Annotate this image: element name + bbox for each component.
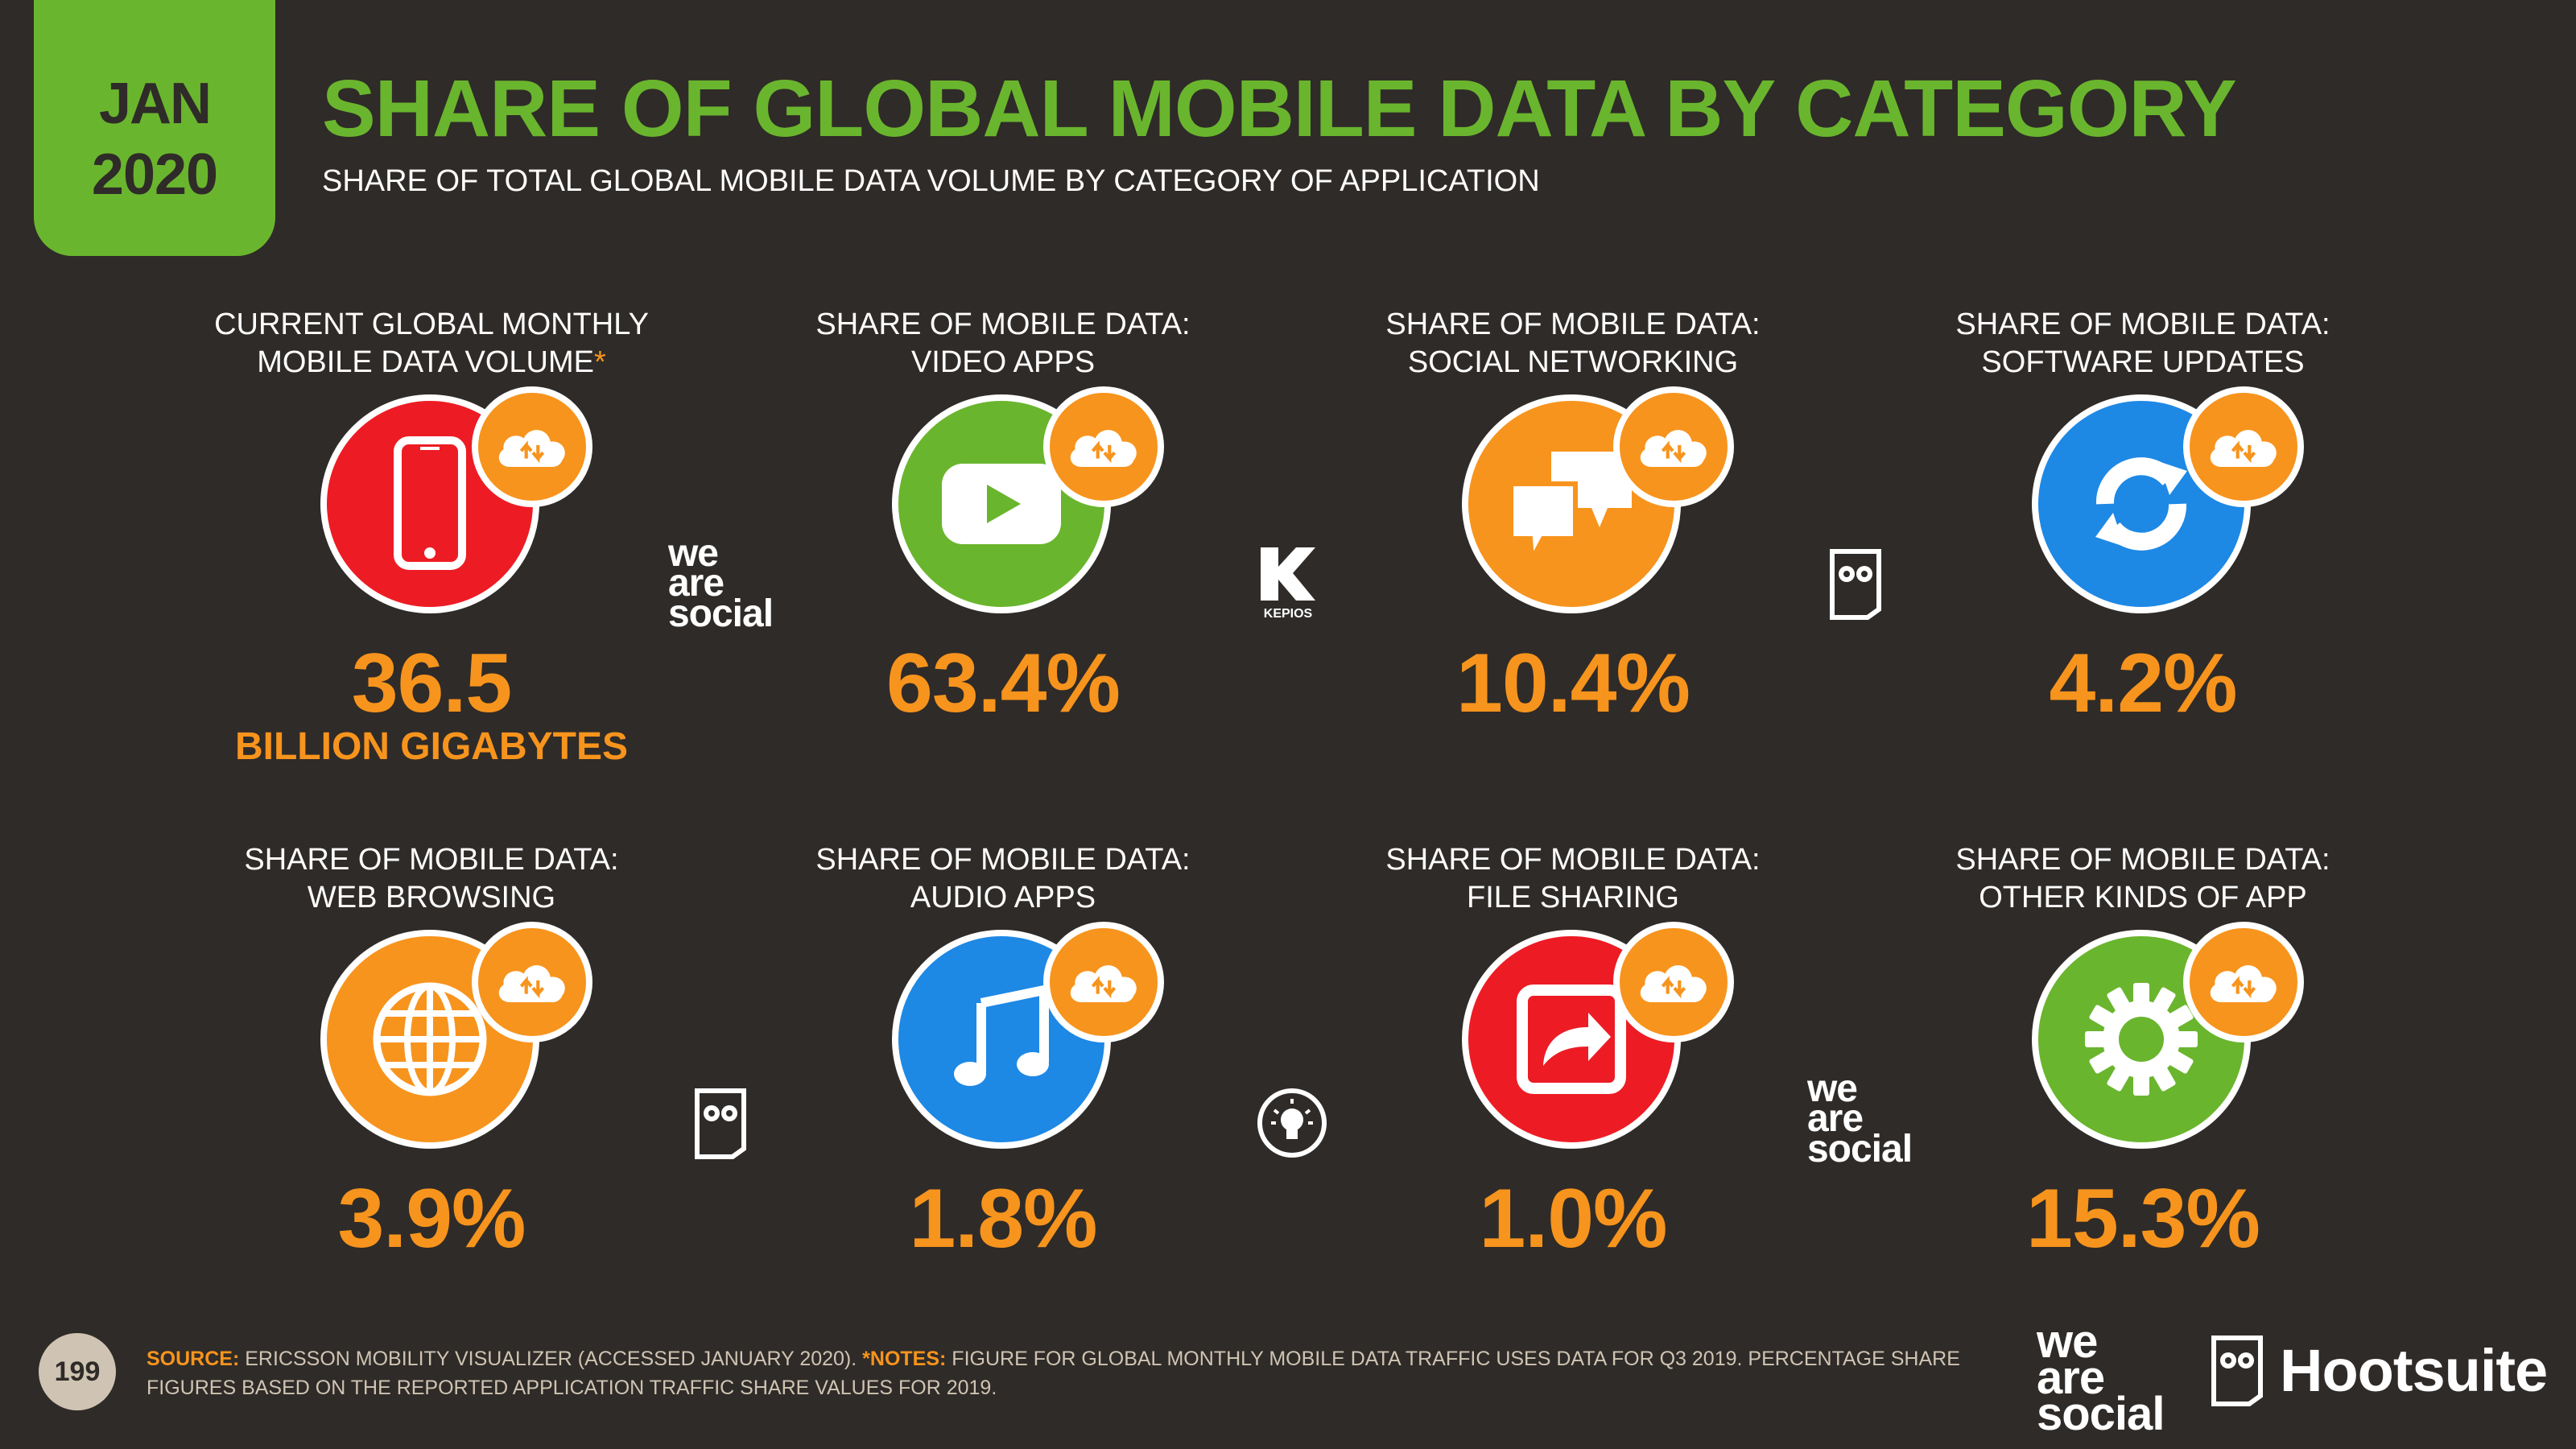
owl-icon [2211, 1335, 2263, 1406]
stat-label: SHARE OF MOBILE DATA: VIDEO APPS [815, 308, 1191, 379]
hootsuite-brand-logo: Hootsuite [2206, 1331, 2548, 1409]
we-are-social-logo-2: we are social [1806, 1067, 1913, 1170]
stat-unit: BILLION GIGABYTES [234, 725, 628, 768]
footer: 199 SOURCE: ERICSSON MOBILITY VISUALIZER… [0, 1288, 2576, 1449]
stat-value: 1.8% [909, 1172, 1097, 1265]
hootsuite-owl-logo [1823, 539, 1888, 628]
kepios-label: KEPIOS [1263, 607, 1313, 621]
stat-value: 4.2% [2049, 637, 2237, 730]
page-subtitle: SHARE OF TOTAL GLOBAL MOBILE DATA VOLUME… [322, 164, 1540, 198]
cloud-data-icon [1043, 386, 1164, 507]
stat-value: 63.4% [886, 637, 1121, 730]
we-are-social-logo: we are social [667, 531, 774, 635]
stat-value: 15.3% [2026, 1172, 2260, 1265]
stat-value: 36.5 [351, 637, 512, 730]
source-text: ERICSSON MOBILITY VISUALIZER (ACCESSED J… [245, 1348, 857, 1370]
cloud-data-icon [2183, 386, 2304, 507]
stat-label: CURRENT GLOBAL MONTHLY MOBILE DATA VOLUME… [214, 308, 649, 379]
source-label: SOURCE: [147, 1348, 240, 1370]
stat-value: 10.4% [1456, 637, 1690, 730]
cloud-data-icon [472, 922, 592, 1042]
owl-icon [695, 1088, 746, 1159]
cloud-data-icon [1613, 386, 1734, 507]
stat-label: SHARE OF MOBILE DATA: SOCIAL NETWORKING [1385, 308, 1761, 379]
we-are-social-brand-logo: we are social [2037, 1315, 2165, 1441]
stat-value: 3.9% [337, 1172, 526, 1265]
kepios-logo: KEPIOS [1248, 539, 1328, 628]
cloud-data-icon [1613, 922, 1734, 1042]
date-month: JAN [98, 72, 212, 136]
kepios-mark-icon [1261, 547, 1315, 601]
date-badge: JAN 2020 [34, 0, 275, 256]
owl-icon [1830, 549, 1881, 620]
cloud-data-icon [2183, 922, 2304, 1042]
gear-icon [2032, 930, 2251, 1149]
page-title: SHARE OF GLOBAL MOBILE DATA BY CATEGORY [322, 64, 2237, 154]
cloud-data-icon [1043, 922, 1164, 1042]
source-notes: SOURCE: ERICSSON MOBILITY VISUALIZER (AC… [147, 1344, 1998, 1402]
stat-label: SHARE OF MOBILE DATA: AUDIO APPS [815, 843, 1191, 914]
stat-label: SHARE OF MOBILE DATA: WEB BROWSING [244, 843, 619, 914]
stat-label: SHARE OF MOBILE DATA: SOFTWARE UPDATES [1955, 308, 2330, 379]
notes-text: FIGURE FOR GLOBAL MONTHLY MOBILE DATA TR… [147, 1348, 1960, 1399]
notes-label: *NOTES: [862, 1348, 947, 1370]
page-number: 199 [39, 1333, 116, 1410]
stat-label: SHARE OF MOBILE DATA: OTHER KINDS OF APP [1955, 843, 2330, 914]
stat-value: 1.0% [1479, 1172, 1667, 1265]
date-year: 2020 [91, 142, 218, 207]
lightbulb-logo [1252, 1083, 1332, 1163]
lightbulb-icon [1257, 1088, 1327, 1158]
hootsuite-wordmark: Hootsuite [2280, 1336, 2548, 1404]
hootsuite-owl-logo-2 [688, 1079, 753, 1167]
stat-label: SHARE OF MOBILE DATA: FILE SHARING [1385, 843, 1761, 914]
cloud-data-icon [472, 386, 592, 507]
